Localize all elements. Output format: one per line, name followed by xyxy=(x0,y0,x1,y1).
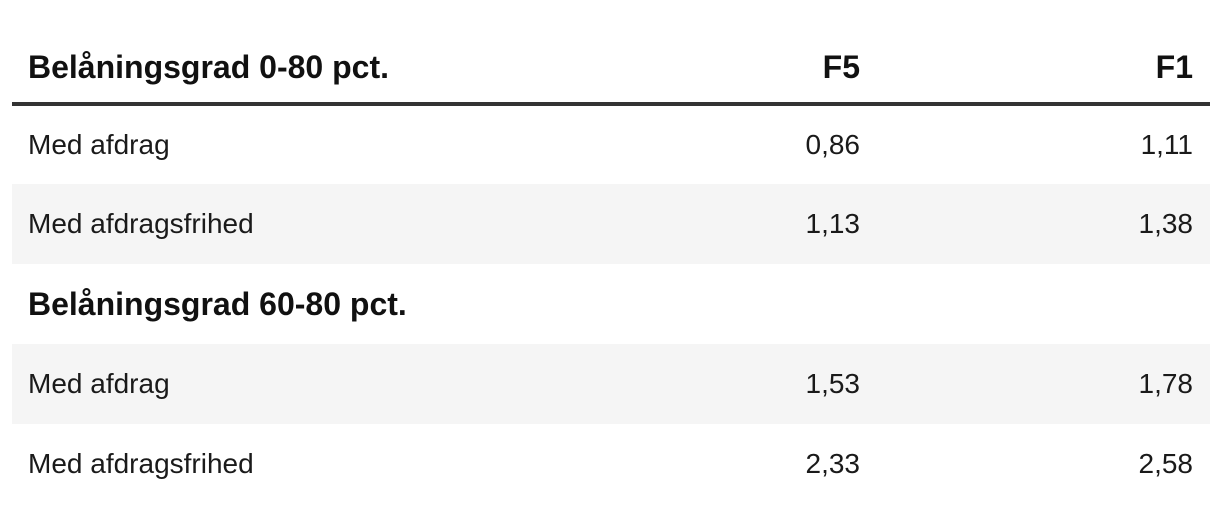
loan-rate-table: Belåningsgrad 0-80 pct. F5 F1 Med afdrag… xyxy=(12,14,1210,504)
row-label: Med afdragsfrihed xyxy=(28,448,254,479)
value-f5: 0,86 xyxy=(805,129,861,160)
table-row-med-afdrag-2: Med afdrag 1,53 1,78 xyxy=(12,344,1210,424)
value-f1: 2,58 xyxy=(1138,448,1194,479)
value-f5: 2,33 xyxy=(805,448,861,479)
value-f1: 1,11 xyxy=(1140,129,1193,160)
column-header-f5: F5 xyxy=(822,49,860,85)
value-f5-empty xyxy=(544,264,877,344)
row-label: Med afdrag xyxy=(28,129,170,160)
table-section-row-60-80-pct: Belåningsgrad 60-80 pct. xyxy=(12,264,1210,344)
column-header-f1: F1 xyxy=(1155,49,1193,85)
table-header-row: Belåningsgrad 0-80 pct. F5 F1 xyxy=(12,14,1210,104)
value-f5: 1,13 xyxy=(805,208,861,239)
row-label: Med afdragsfrihed xyxy=(28,208,254,239)
value-f1-empty xyxy=(877,264,1210,344)
table-row-med-afdragsfrihed-2: Med afdragsfrihed 2,33 2,58 xyxy=(12,424,1210,504)
value-f5: 1,53 xyxy=(805,368,861,399)
table-row-med-afdrag-1: Med afdrag 0,86 1,11 xyxy=(12,104,1210,184)
value-f1: 1,38 xyxy=(1138,208,1194,239)
row-label: Med afdrag xyxy=(28,368,170,399)
section-title-0-80-pct: Belåningsgrad 0-80 pct. xyxy=(28,49,389,85)
section-title-60-80-pct: Belåningsgrad 60-80 pct. xyxy=(28,285,407,322)
table-row-med-afdragsfrihed-1: Med afdragsfrihed 1,13 1,38 xyxy=(12,184,1210,264)
value-f1: 1,78 xyxy=(1138,368,1194,399)
